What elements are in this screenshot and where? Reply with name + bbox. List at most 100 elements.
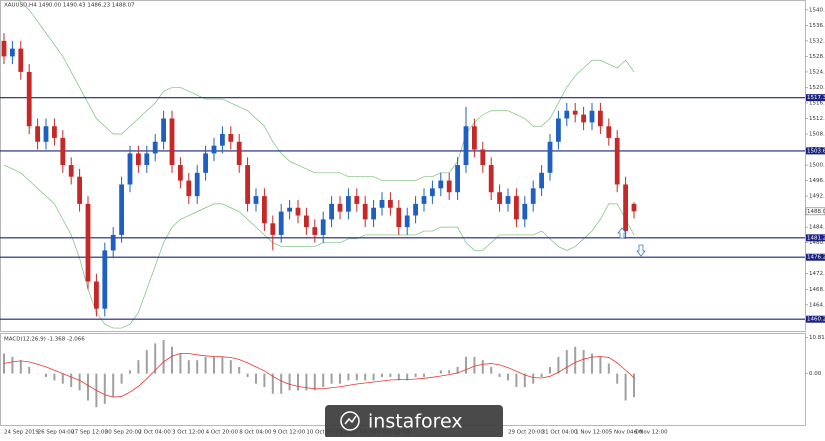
candle-body [464,126,469,165]
macd-bar [557,357,559,374]
macd-bar [608,364,610,374]
macd-bar [423,374,425,377]
y-tick-label: 1528.00 [809,54,825,60]
x-tick-label: 30 Sep 20:00 [105,430,142,436]
candle-body [430,188,435,196]
macd-bar [381,374,383,377]
macd-bar [583,350,585,374]
candle-body [220,134,225,146]
candle-body [548,142,553,173]
candle-body [522,204,527,220]
macd-bar [70,374,72,387]
macd-bar [45,374,47,377]
candle-body [556,118,561,141]
candle-body [455,165,460,192]
level-label: 1460.28 [807,317,825,323]
macd-bar [356,374,358,381]
candle-body [321,219,326,235]
macd-bar [255,374,257,384]
macd-bar [322,374,324,387]
candle-body [632,204,637,211]
y-tick-label: 1536.00 [809,23,825,29]
y-tick-label: 1520.00 [809,85,825,91]
macd-bar [415,374,417,377]
macd-bar [532,374,534,384]
x-tick-label: 4 Oct 20:00 [206,430,239,436]
macd-bar [53,374,55,381]
macd-bar [389,374,391,377]
macd-bar [339,374,341,384]
candle-body [598,111,603,127]
macd-bar [566,350,568,374]
candle-body [590,111,595,123]
candle-body [472,126,477,149]
candle-body [447,181,452,193]
macd-bar [112,374,114,398]
macd-bar [549,367,551,374]
macd-bar [87,374,89,401]
macd-bar [289,374,291,391]
candle-body [186,181,191,197]
macd-bar [364,374,366,381]
x-tick-label: 29 Oct 20:00 [508,430,544,436]
candle-body [195,173,200,196]
candle-body [287,208,292,212]
candle-body [296,208,301,216]
candle-body [329,204,334,220]
candle-body [94,281,99,308]
current-price-label: 1488.07 [807,209,825,215]
candle-body [254,196,259,204]
candle-body [438,181,443,189]
y-tick-label: 1540.00 [809,7,825,13]
macd-bar [440,370,442,373]
candle-body [44,126,49,142]
level-label: 1481.25 [807,235,825,241]
macd-bar [196,360,198,373]
macd-bar [146,350,148,374]
macd-title: MACD(12,26,9) -1.368 -2.066 [4,337,85,343]
candle-body [2,41,7,57]
candle-body [615,138,620,185]
candle-body [52,126,57,138]
macd-bar [280,374,282,394]
y-tick-label: 1492.00 [809,194,825,200]
candle-body [506,196,511,204]
candle-body [212,146,217,154]
macd-bar [373,374,375,381]
candle-body [573,111,578,115]
macd-bar [616,374,618,384]
level-label: 1476.25 [807,255,825,261]
candle-body [497,192,502,204]
candle-body [480,150,485,166]
price-panel [1,1,806,332]
candle-body [228,134,233,142]
x-tick-label: 2 Oct 04:00 [138,430,171,436]
candle-body [170,118,175,165]
x-tick-label: 24 Sep 2019 [4,430,39,436]
y-tick-label: 1484.00 [809,225,825,231]
candle-body [128,153,133,184]
candle-body [86,204,91,282]
y-tick-label: 1472.00 [809,271,825,277]
macd-bar [171,347,173,374]
macd-bar [515,374,517,387]
macd-bar [465,357,467,374]
candle-body [623,184,628,231]
x-tick-label: 27 Sep 12:00 [71,430,108,436]
macd-bar [238,367,240,374]
candle-body [270,223,275,235]
candle-body [111,235,116,251]
candle-body [245,165,250,204]
candle-body [119,184,124,234]
candle-body [422,196,427,204]
macd-bar [188,360,190,373]
x-tick-label: 31 Oct 04:00 [542,430,578,436]
macd-bar [62,374,64,384]
candle-body [346,196,351,212]
macd-bar [507,374,509,381]
macd-bar [205,357,207,374]
macd-bar [599,357,601,374]
macd-bar [314,374,316,391]
candle-body [531,188,536,204]
